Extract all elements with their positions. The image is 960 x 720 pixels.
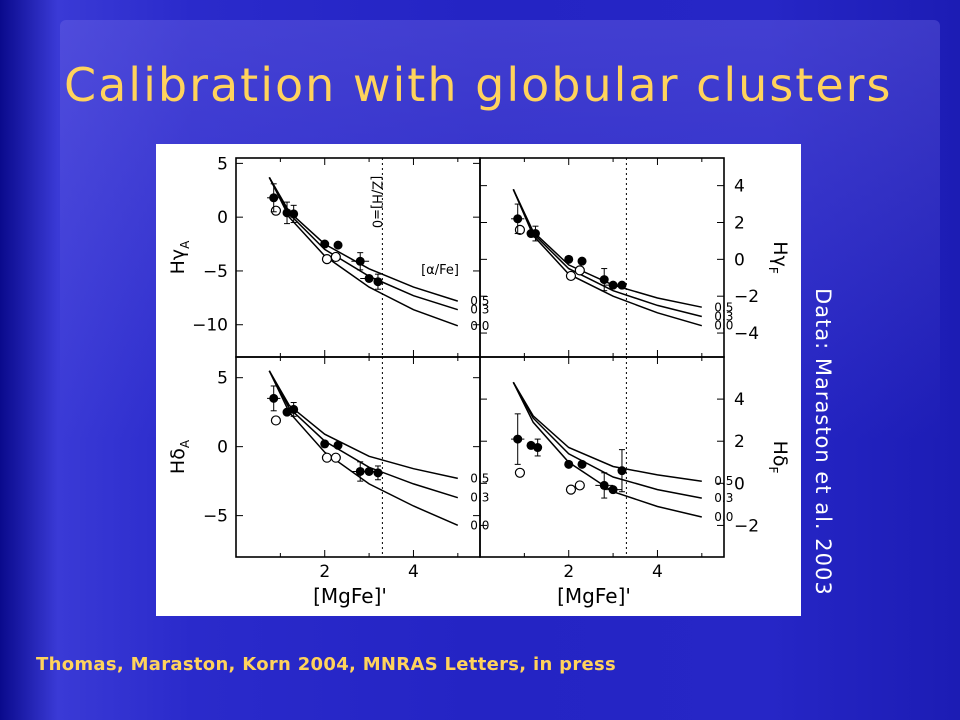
data-point-open [565,270,577,282]
data-point-open [270,205,282,216]
y-tick-label: −5 [203,262,228,282]
panel-frame [235,356,481,558]
data-point-filled [269,393,279,403]
model-curve-0-5 [268,177,459,302]
curve-label: 0.3 [714,491,733,505]
model-curve-0-3 [512,188,702,318]
y-tick-label: 4 [734,390,745,410]
data-point-filled [333,240,343,250]
y-tick-label: 2 [734,213,745,233]
data-point-filled [617,280,627,290]
data-point-filled [333,440,343,450]
legend-title: [α/Fe] [421,263,459,278]
y-tick-label: 0 [217,208,228,228]
data-point-filled [282,208,292,218]
y-tick-label: 0 [734,250,745,270]
y-tick-label: 0 [734,474,745,494]
chart-canvas: 50−5−10HγA[Z/H]=0[α/Fe]0.50.30.0420−2−4H… [167,154,791,608]
curve-label: 0.5 [714,474,733,488]
y-axis-label: HγA [167,240,192,275]
data-point-filled [364,273,374,283]
y-tick-label: −10 [192,316,228,336]
data-point-open [330,251,341,263]
model-curve-0-0 [512,381,702,518]
y-tick-label: −4 [734,324,759,344]
y-tick-label: 5 [217,154,228,174]
y-tick-label: 4 [734,177,745,197]
x-axis-label: [MgFe]' [557,584,631,608]
curve-label: 0.3 [714,309,733,323]
data-point-open [514,224,526,235]
panel-frame [479,157,725,358]
data-point-filled [608,485,618,495]
data-point-filled [373,468,383,478]
data-point-filled [289,404,299,414]
chart-figure: 5 0 −5 −10 HγA [Z/H]=0 [α/Fe] 0.5 0.3 0.0 4 2 0 −2 −4 H… [156,144,801,616]
data-point-open [321,254,333,265]
data-point-open [270,415,282,426]
data-point-filled [269,193,279,203]
y-tick-label: −5 [203,507,228,527]
data-point-filled [608,280,618,290]
data-point-filled [513,434,523,444]
model-curve-0-5 [512,381,702,482]
y-axis-label: HγF [766,241,791,274]
data-point-open [514,467,526,478]
data-point-open [321,452,333,463]
model-curve-0-0 [268,177,459,327]
y-tick-label: 0 [217,438,228,458]
y-tick-label: −2 [734,516,759,536]
data-point-filled [530,229,540,239]
vline-label: [Z/H]=0 [368,176,383,228]
data-point-filled [577,256,587,266]
model-curve-0-5 [268,370,458,480]
model-curve-0-0 [268,370,459,526]
data-point-filled [364,466,374,476]
curve-label: 0.5 [714,300,733,314]
data-point-filled [289,209,299,219]
y-tick-label: 2 [734,432,745,452]
data-point-filled [355,256,365,266]
data-point-open [330,452,341,463]
data-point-filled [513,214,523,224]
y-axis-label: HδF [766,441,791,474]
x-tick-label: 4 [652,562,663,582]
panel-frame [479,356,725,558]
data-point-filled [320,239,330,249]
data-point-filled [533,443,543,453]
data-point-filled [599,275,609,285]
x-tick-label: 2 [319,562,330,582]
data-point-filled [599,480,609,490]
x-tick-label: 2 [563,562,574,582]
data-point-filled [564,459,574,469]
data-credit: Data: Maraston et al. 2003 [811,288,835,596]
y-axis-label: HδA [167,439,192,474]
slide-title: Calibration with globular clusters [64,58,893,112]
citation-text: Thomas, Maraston, Korn 2004, MNRAS Lette… [36,654,617,675]
data-point-filled [617,466,627,476]
x-tick-label: 4 [408,562,419,582]
data-point-filled [564,254,574,264]
curve-label: 0.0 [714,510,733,524]
model-curve-0-0 [512,189,703,327]
y-tick-label: 5 [217,369,228,389]
data-point-open [574,265,585,276]
x-axis-label: [MgFe]' [313,584,387,608]
data-point-open [574,480,585,491]
data-point-filled [320,439,330,449]
curve-label: 0.0 [714,319,733,333]
model-curve-0-3 [512,381,702,499]
data-point-open [565,484,577,495]
data-point-filled [373,277,383,287]
data-point-filled [577,459,587,469]
model-curve-0-3 [268,177,459,311]
model-curve-0-5 [512,188,702,308]
y-tick-label: −2 [734,287,759,307]
model-curve-0-3 [268,370,459,499]
